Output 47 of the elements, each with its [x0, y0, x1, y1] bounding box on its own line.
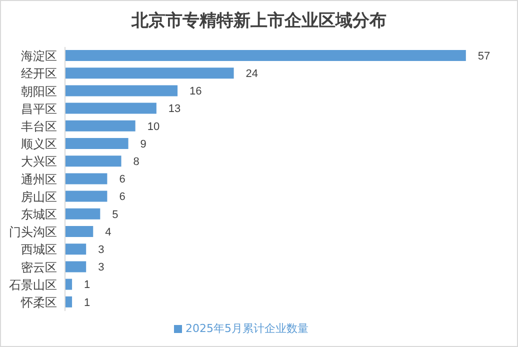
bar [65, 138, 128, 149]
y-tick-label: 朝阳区 [21, 84, 57, 98]
data-label: 9 [140, 138, 146, 150]
data-label: 1 [84, 296, 90, 309]
y-tick-label: 西城区 [21, 242, 57, 257]
y-tick-label: 经开区 [21, 66, 57, 81]
data-label: 1 [84, 279, 90, 292]
bar [65, 244, 86, 255]
bar [65, 120, 136, 132]
data-label: 3 [98, 262, 104, 274]
y-tick-label: 通州区 [21, 172, 57, 186]
data-label: 6 [119, 174, 126, 186]
y-tick-label: 顺义区 [21, 137, 57, 152]
y-tick-label: 东城区 [21, 207, 57, 222]
bar [65, 68, 234, 79]
y-tick-label: 大兴区 [21, 154, 57, 169]
data-label: 3 [98, 244, 104, 256]
y-tick-label: 海淀区 [21, 49, 57, 64]
y-tick-label: 怀柔区 [20, 295, 57, 310]
data-label: 5 [112, 208, 118, 221]
data-label: 10 [147, 120, 160, 133]
y-tick-label: 密云区 [21, 260, 57, 274]
chart-title: 北京市专精特新上市企业区域分布 [130, 10, 388, 33]
data-label: 24 [246, 68, 258, 80]
y-tick-label: 丰台区 [21, 119, 57, 134]
bar [65, 261, 86, 272]
legend-label: 2025年5月累计企业数量 [186, 322, 308, 335]
y-tick-label: 房山区 [21, 190, 57, 204]
y-tick-label: 门头沟区 [9, 225, 57, 240]
bar [65, 50, 466, 61]
bar [65, 102, 156, 114]
bar [65, 296, 72, 308]
bar [65, 156, 122, 167]
bar [65, 85, 178, 96]
bar [65, 190, 108, 202]
data-label: 4 [105, 226, 112, 238]
data-label: 6 [119, 191, 126, 204]
bar [65, 173, 108, 184]
bar [65, 208, 100, 220]
data-label: 16 [190, 86, 202, 98]
bar [65, 226, 94, 237]
data-label: 13 [168, 103, 181, 116]
data-label: 57 [478, 50, 490, 62]
bar [65, 278, 72, 290]
data-label: 8 [133, 156, 140, 168]
y-tick-label: 石景山区 [9, 278, 57, 292]
y-tick-label: 昌平区 [21, 102, 57, 116]
